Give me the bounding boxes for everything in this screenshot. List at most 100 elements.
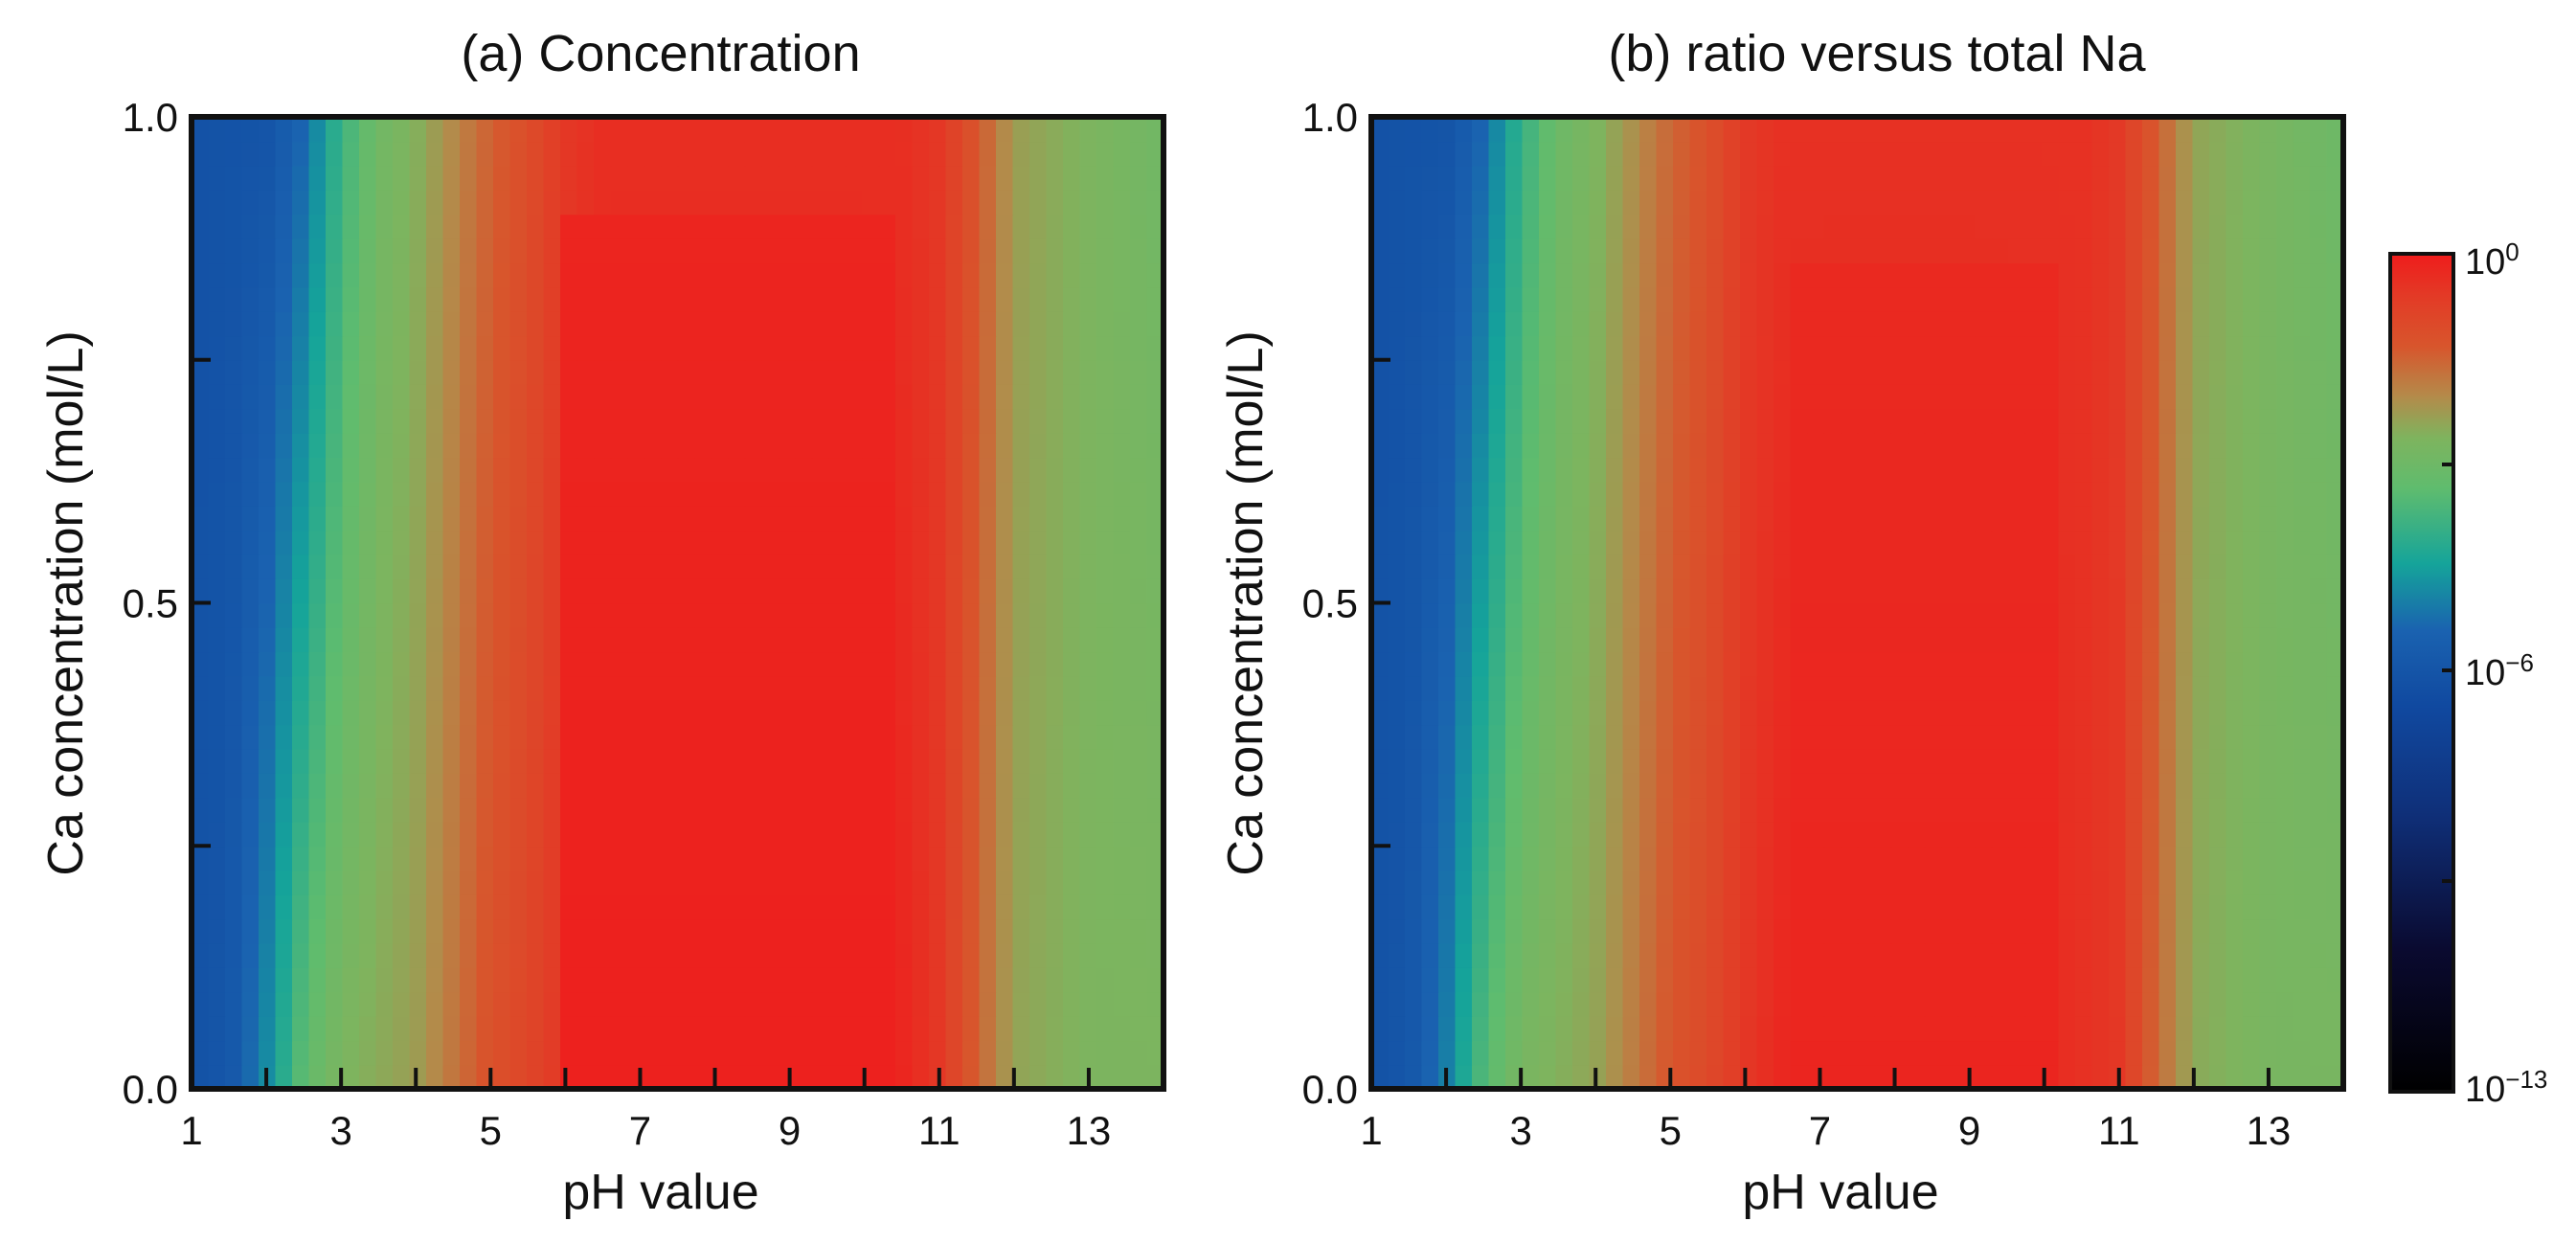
heatmap-cell xyxy=(1405,821,1423,848)
heatmap-cell xyxy=(1740,651,1758,677)
heatmap-cell xyxy=(744,748,762,774)
heatmap-cell xyxy=(409,1015,427,1042)
heatmap-cell xyxy=(1096,1015,1115,1042)
heatmap-cell xyxy=(1046,432,1064,459)
heatmap-cell xyxy=(1957,724,1976,750)
heatmap-cell xyxy=(962,1040,981,1066)
heatmap-cell xyxy=(308,991,327,1017)
heatmap-cell xyxy=(192,141,210,167)
heatmap-cell xyxy=(2042,748,2060,774)
heatmap-cell xyxy=(208,602,226,628)
heatmap-cell xyxy=(426,506,444,532)
heatmap-cell xyxy=(375,432,394,459)
heatmap-cell xyxy=(996,506,1014,532)
heatmap-cell xyxy=(1096,700,1115,726)
heatmap-cell xyxy=(1405,408,1423,434)
heatmap-cell xyxy=(493,335,511,361)
heatmap-cell xyxy=(610,214,628,239)
heatmap-cell xyxy=(1421,117,1439,143)
heatmap-cell xyxy=(1857,602,1875,628)
heatmap-cell xyxy=(409,797,427,823)
heatmap-cell xyxy=(275,117,293,143)
heatmap-cell xyxy=(2209,773,2227,799)
heatmap-cell xyxy=(2109,748,2127,774)
heatmap-cell xyxy=(1130,408,1148,434)
heatmap-cell xyxy=(912,384,930,410)
heatmap-cell xyxy=(493,797,511,823)
heatmap-cell xyxy=(1723,262,1741,288)
heatmap-cell xyxy=(1874,578,1892,604)
heatmap-cell xyxy=(1113,870,1131,895)
heatmap-cell xyxy=(393,797,411,823)
heatmap-cell xyxy=(1555,846,1573,871)
heatmap-cell xyxy=(2142,141,2160,167)
heatmap-cell xyxy=(1656,117,1674,143)
heatmap-cell xyxy=(1639,481,1658,507)
heatmap-cell xyxy=(795,700,813,726)
heatmap-cell xyxy=(1706,651,1725,677)
heatmap-cell xyxy=(543,675,561,701)
heatmap-cell xyxy=(878,335,896,361)
heatmap-cell xyxy=(828,1015,847,1042)
heatmap-cell xyxy=(1790,432,1808,459)
heatmap-cell xyxy=(1371,214,1390,239)
heatmap-cell xyxy=(543,700,561,726)
heatmap-cell xyxy=(2259,481,2277,507)
heatmap-cell xyxy=(2008,262,2026,288)
heatmap-cell xyxy=(509,918,528,944)
heatmap-cell xyxy=(1890,894,1909,920)
heatmap-cell xyxy=(1606,554,1624,579)
heatmap-cell xyxy=(1029,408,1048,434)
heatmap-cell xyxy=(1991,870,2009,895)
heatmap-cell xyxy=(1622,626,1640,653)
heatmap-cell xyxy=(661,821,679,848)
heatmap-cell xyxy=(192,117,210,143)
heatmap-cell xyxy=(1823,311,1842,337)
heatmap-cell xyxy=(1572,457,1591,483)
heatmap-cell xyxy=(1656,846,1674,871)
heatmap-cell xyxy=(1740,748,1758,774)
heatmap-cell xyxy=(728,190,746,215)
heatmap-cell xyxy=(845,894,863,920)
heatmap-cell xyxy=(1890,700,1909,726)
heatmap-cell xyxy=(2008,894,2026,920)
heatmap-cell xyxy=(560,675,578,701)
heatmap-cell xyxy=(2209,1015,2227,1042)
heatmap-cell xyxy=(2293,190,2311,215)
heatmap-cell xyxy=(1975,335,1993,361)
heatmap-cell xyxy=(442,165,461,191)
heatmap-cell xyxy=(527,165,545,191)
heatmap-cell xyxy=(2125,457,2143,483)
heatmap-cell xyxy=(711,359,729,385)
heatmap-cell xyxy=(811,311,829,337)
heatmap-cell xyxy=(1807,359,1825,385)
heatmap-cell xyxy=(409,286,427,312)
heatmap-cell xyxy=(1874,675,1892,701)
heatmap-cell xyxy=(2176,918,2194,944)
heatmap-cell xyxy=(275,190,293,215)
heatmap-cell xyxy=(208,724,226,750)
heatmap-cell xyxy=(811,554,829,579)
heatmap-cell xyxy=(694,797,712,823)
heatmap-cell xyxy=(1046,870,1064,895)
heatmap-cell xyxy=(1130,602,1148,628)
heatmap-cell xyxy=(811,626,829,653)
heatmap-cell xyxy=(1472,384,1490,410)
heatmap-cell xyxy=(728,918,746,944)
heatmap-cell xyxy=(1606,821,1624,848)
heatmap-cell xyxy=(1488,602,1506,628)
heatmap-cell xyxy=(2075,1040,2093,1066)
heatmap-cell xyxy=(1874,821,1892,848)
heatmap-cell xyxy=(2293,384,2311,410)
heatmap-cell xyxy=(1029,675,1048,701)
heatmap-cell xyxy=(375,262,394,288)
heatmap-cell xyxy=(1046,991,1064,1017)
heatmap-cell xyxy=(2310,530,2328,555)
heatmap-cell xyxy=(1890,117,1909,143)
heatmap-cell xyxy=(326,262,344,288)
heatmap-cell xyxy=(1790,748,1808,774)
heatmap-cell xyxy=(308,724,327,750)
heatmap-cell xyxy=(275,481,293,507)
heatmap-cell xyxy=(2058,578,2076,604)
heatmap-cell xyxy=(1130,359,1148,385)
